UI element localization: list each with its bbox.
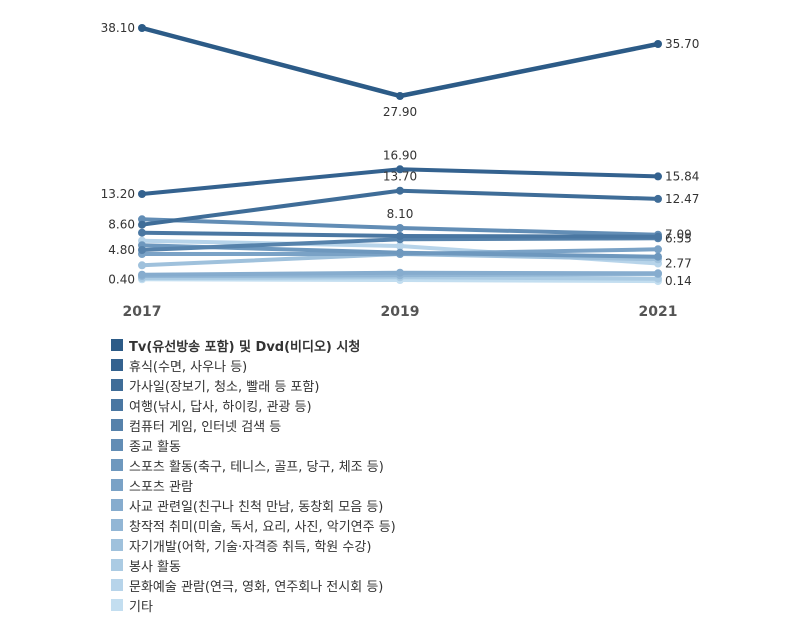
legend-label: 창작적 취미(미술, 독서, 요리, 사진, 악기연주 등) — [129, 519, 396, 535]
legend-label: 기타 — [129, 599, 153, 615]
legend-swatch — [111, 479, 123, 491]
data-label: 13.70 — [383, 170, 417, 184]
data-label: 12.47 — [665, 192, 699, 206]
data-point — [138, 24, 146, 32]
legend-label: 종교 활동 — [129, 439, 181, 455]
legend-swatch — [111, 499, 123, 511]
data-point — [396, 268, 404, 277]
legend-swatch — [111, 519, 123, 531]
data-label: 0.14 — [665, 274, 692, 288]
x-tick-label: 2019 — [381, 304, 420, 320]
data-label: 13.20 — [101, 187, 135, 201]
legend-label: 문화예술 관람(연극, 영화, 연주회나 전시회 등) — [129, 579, 384, 595]
data-label: 15.84 — [665, 169, 699, 183]
series-2 — [138, 165, 662, 198]
legend-swatch — [111, 539, 123, 551]
series-lines — [138, 24, 662, 286]
legend-item: 사교 관련일(친구나 친척 만남, 동창회 모음 등) — [111, 495, 396, 515]
data-point — [396, 224, 404, 232]
data-point — [654, 232, 662, 241]
series-line-1 — [139, 25, 661, 99]
series-1 — [138, 24, 662, 100]
legend-item: 스포츠 활동(축구, 테니스, 골프, 당구, 체조 등) — [111, 455, 396, 475]
legend-item: 휴식(수면, 사우나 등) — [111, 355, 396, 375]
data-point — [654, 269, 662, 278]
legend-label: 봉사 활동 — [129, 559, 181, 575]
data-point — [138, 261, 146, 270]
x-tick-label: 2017 — [123, 304, 162, 320]
data-label: 8.10 — [387, 207, 414, 221]
legend-swatch — [111, 459, 123, 471]
data-point — [138, 190, 146, 198]
data-point — [138, 246, 146, 254]
legend-label: 휴식(수면, 사우나 등) — [129, 359, 248, 375]
legend-swatch — [111, 359, 123, 371]
legend-item: 컴퓨터 게임, 인터넷 검색 등 — [111, 415, 396, 435]
x-tick-label: 2021 — [639, 304, 678, 320]
data-point — [138, 220, 146, 229]
data-point — [396, 248, 404, 257]
legend-label: 자기개발(어학, 기술·자격증 취득, 학원 수강) — [129, 539, 372, 555]
legend-item: 종교 활동 — [111, 435, 396, 455]
legend-swatch — [111, 419, 123, 431]
data-label: 38.10 — [101, 21, 135, 35]
series-9 — [138, 268, 662, 279]
legend-label: 스포츠 관람 — [129, 479, 193, 495]
data-label: 6.55 — [665, 231, 692, 245]
series-3 — [138, 186, 662, 229]
data-point — [396, 186, 404, 195]
legend-label: 가사일(장보기, 청소, 빨래 등 포함) — [129, 379, 320, 395]
data-point — [654, 172, 662, 181]
data-label: 2.77 — [665, 257, 692, 271]
x-axis-ticks: 2017 2019 2021 — [123, 304, 678, 320]
data-point — [396, 92, 404, 100]
line-chart: 38.10 27.90 35.70 13.20 16.90 15.84 8.60 13.70 1… — [101, 21, 700, 320]
legend-item: Tv(유선방송 포함) 및 Dvd(비디오) 시청 — [111, 335, 396, 355]
legend-label: 여행(낚시, 답사, 하이킹, 관광 등) — [129, 399, 312, 415]
legend-swatch — [111, 379, 123, 391]
legend-swatch — [111, 559, 123, 571]
data-label: 8.60 — [108, 218, 135, 232]
data-point — [654, 194, 662, 203]
series-4 — [138, 228, 662, 241]
data-label: 16.90 — [383, 148, 417, 162]
data-label: 4.80 — [108, 243, 135, 257]
legend-label: 스포츠 활동(축구, 테니스, 골프, 당구, 체조 등) — [129, 459, 384, 475]
legend-label: 컴퓨터 게임, 인터넷 검색 등 — [129, 419, 282, 435]
data-label: 0.40 — [108, 272, 135, 286]
legend-item: 자기개발(어학, 기술·자격증 취득, 학원 수강) — [111, 535, 396, 555]
legend-item: 문화예술 관람(연극, 영화, 연주회나 전시회 등) — [111, 575, 396, 595]
legend-item: 여행(낚시, 답사, 하이킹, 관광 등) — [111, 395, 396, 415]
legend-swatch — [111, 339, 123, 351]
legend-item: 가사일(장보기, 청소, 빨래 등 포함) — [111, 375, 396, 395]
legend-label: Tv(유선방송 포함) 및 Dvd(비디오) 시청 — [129, 339, 361, 355]
legend-item: 창작적 취미(미술, 독서, 요리, 사진, 악기연주 등) — [111, 515, 396, 535]
legend-swatch — [111, 399, 123, 411]
data-point — [396, 232, 404, 240]
legend-item: 스포츠 관람 — [111, 475, 396, 495]
legend-swatch — [111, 579, 123, 591]
data-label: 7.09 — [665, 228, 692, 242]
data-point — [138, 270, 146, 279]
legend-swatch — [111, 439, 123, 451]
data-point — [654, 40, 662, 48]
legend-item: 기타 — [111, 595, 396, 615]
data-label: 35.70 — [665, 37, 699, 51]
data-point — [654, 245, 662, 254]
data-label: 27.90 — [383, 105, 417, 119]
data-point — [396, 242, 404, 250]
legend-item: 봉사 활동 — [111, 555, 396, 575]
legend-label: 사교 관련일(친구나 친척 만남, 동창회 모음 등) — [129, 499, 384, 515]
data-point — [654, 252, 662, 261]
legend-swatch — [111, 599, 123, 611]
data-point — [138, 228, 146, 237]
data-point — [396, 165, 404, 174]
data-labels: 38.10 27.90 35.70 13.20 16.90 15.84 8.60 13.70 1… — [101, 21, 700, 288]
